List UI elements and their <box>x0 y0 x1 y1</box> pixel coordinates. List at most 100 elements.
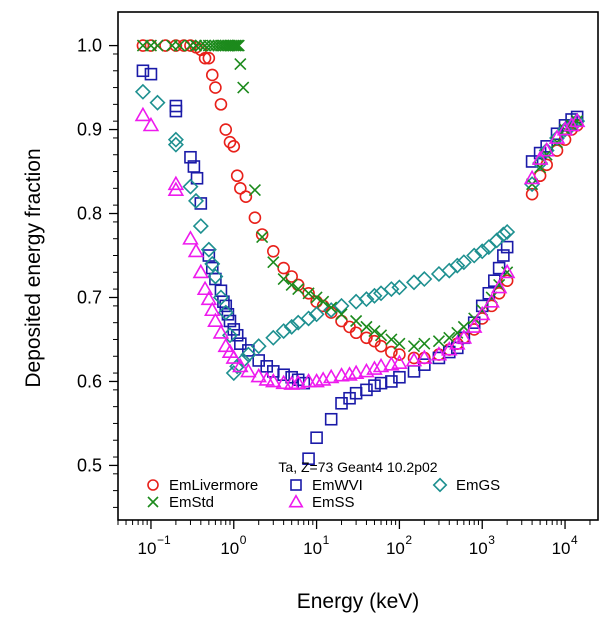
data-point-circle <box>349 326 363 340</box>
data-point-square <box>136 64 150 78</box>
data-point-circle <box>525 187 539 201</box>
data-point-x <box>443 331 456 344</box>
data-point-triangle <box>455 329 473 344</box>
data-point-square <box>393 370 406 384</box>
data-point-x <box>227 39 240 52</box>
data-point-diamond <box>149 94 166 111</box>
data-point-diamond <box>358 291 375 308</box>
x-tick-label-1: 10 <box>220 539 239 558</box>
x-tick-exponent-4: 3 <box>488 533 495 547</box>
x-tick-label-3: 10 <box>386 539 405 558</box>
y-tick-label-5: 1.0 <box>77 36 102 56</box>
chart-annotation: Ta, Z=73 Geant4 10.2p02 <box>278 459 437 475</box>
x-tick-label-2: 10 <box>303 539 322 558</box>
data-point-square <box>368 379 381 392</box>
data-point-diamond <box>449 257 466 274</box>
data-point-diamond <box>466 247 483 264</box>
data-point-diamond <box>383 281 400 298</box>
data-point-x <box>571 115 584 128</box>
data-point-circle <box>198 51 212 65</box>
plot-frame <box>117 11 599 521</box>
data-point-square <box>144 67 158 81</box>
data-point-diamond <box>200 241 217 258</box>
data-point-diamond <box>416 271 433 288</box>
series-EmStd <box>136 39 584 353</box>
data-point-x <box>350 314 363 328</box>
data-point-triangle <box>568 112 586 128</box>
data-point-triangle <box>405 351 423 367</box>
data-point-x <box>267 256 280 269</box>
data-point-diamond <box>499 223 516 240</box>
legend-label: EmStd <box>169 494 214 511</box>
data-point-x <box>206 39 219 52</box>
y-tick-label-2: 0.7 <box>77 287 102 307</box>
data-point-triangle <box>225 349 243 364</box>
data-point-circle <box>266 245 280 258</box>
data-point-triangle <box>531 150 549 165</box>
data-point-triangle <box>182 230 199 245</box>
data-point-square <box>475 299 489 313</box>
data-point-circle <box>202 51 216 65</box>
legend-marker-square <box>290 479 302 491</box>
data-point-triangle <box>538 142 555 157</box>
data-point-circle <box>335 314 348 328</box>
data-point-x <box>184 39 197 52</box>
data-points-layer <box>134 39 586 466</box>
data-point-triangle <box>372 357 390 373</box>
data-point-diamond <box>495 226 512 243</box>
data-point-triangle <box>232 357 249 373</box>
data-point-triangle <box>563 116 580 132</box>
data-point-diamond <box>524 176 541 193</box>
data-point-x <box>325 301 338 314</box>
legend-marker-triangle <box>288 494 304 508</box>
data-point-circle <box>169 39 183 52</box>
data-point-diamond <box>455 254 472 271</box>
data-point-diamond <box>333 297 350 314</box>
data-point-triangle <box>322 368 340 384</box>
axes-layer: 10 −1 10 0 10 1 10 2 10 3 10 40.50.60.70.80.91.0 <box>77 36 591 558</box>
legend-item-EmLivermore: EmLivermore <box>147 477 258 494</box>
data-point-diamond <box>391 279 408 296</box>
data-point-diamond <box>366 287 383 304</box>
data-point-square <box>302 452 315 466</box>
data-point-x <box>232 39 245 52</box>
data-point-circle <box>248 211 262 225</box>
data-point-diamond <box>182 178 199 195</box>
x-axis-label: Energy (keV) <box>297 590 420 613</box>
legend-marker-circle <box>147 479 159 491</box>
data-point-square <box>310 431 323 445</box>
data-point-diamond <box>549 129 566 146</box>
data-point-diamond <box>300 310 317 327</box>
data-point-triangle <box>391 354 408 369</box>
data-point-square <box>234 337 247 350</box>
y-tick-label-3: 0.8 <box>77 204 102 224</box>
y-tick-label-0: 0.5 <box>77 455 102 475</box>
data-point-circle <box>360 331 373 345</box>
data-point-x <box>256 230 269 244</box>
data-point-diamond <box>212 289 229 306</box>
data-point-diamond <box>488 232 505 249</box>
x-tick-label-5: 10 <box>552 539 571 558</box>
data-point-circle <box>255 228 269 241</box>
data-point-triangle <box>204 301 221 317</box>
data-point-triangle <box>196 280 214 296</box>
data-point-x <box>189 39 203 52</box>
series-EmLivermore <box>136 39 584 365</box>
data-point-diamond <box>283 318 300 335</box>
data-point-x <box>393 337 406 350</box>
data-point-triangle <box>465 318 483 333</box>
data-point-diamond <box>538 142 555 159</box>
data-point-circle <box>230 169 244 183</box>
data-point-triangle <box>300 372 317 388</box>
x-tick-exponent-5: 4 <box>571 533 578 547</box>
data-point-square <box>525 155 539 168</box>
data-point-x <box>317 295 330 308</box>
data-point-diamond <box>192 218 209 235</box>
data-point-diamond <box>134 83 151 100</box>
data-point-x <box>229 39 242 52</box>
data-point-diamond <box>265 329 282 346</box>
data-point-diamond <box>474 243 491 260</box>
y-tick-label-1: 0.6 <box>77 371 102 391</box>
data-point-diamond <box>188 192 205 209</box>
data-point-x <box>501 266 514 279</box>
